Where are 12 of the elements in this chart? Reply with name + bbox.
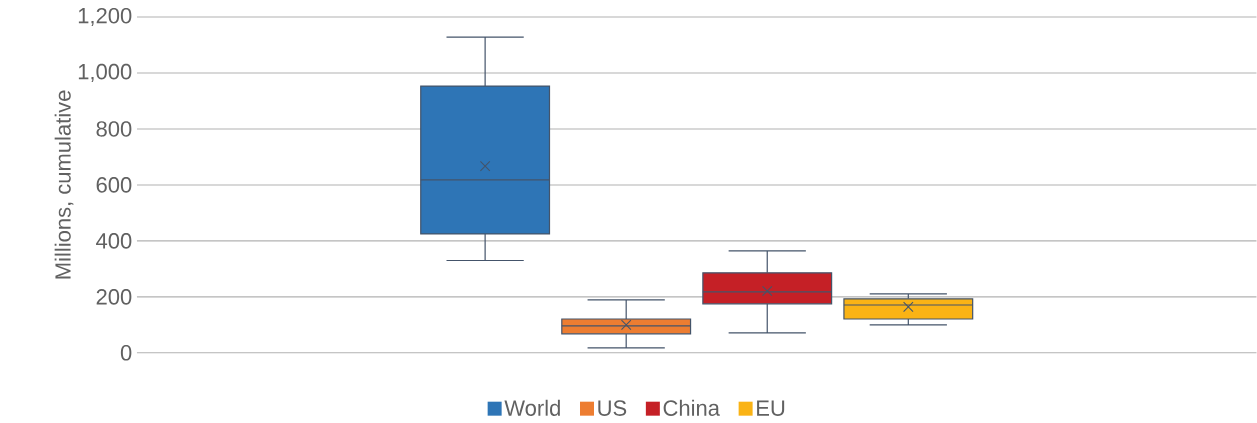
legend-label: China (663, 399, 720, 416)
legend-label: World (504, 399, 560, 416)
y-axis-title: Millions, cumulative (54, 90, 74, 279)
y-tick-label: 1,200 (78, 7, 132, 27)
y-tick-label: 0 (120, 345, 132, 361)
y-tick-label: 800 (96, 121, 132, 137)
y-tick-label: 1,000 (78, 63, 132, 83)
legend-label: EU (757, 400, 785, 416)
y-tick-label: 600 (96, 177, 132, 193)
legend-label: US (598, 400, 627, 416)
y-tick-label: 400 (96, 233, 132, 249)
y-tick-label: 200 (96, 289, 132, 305)
